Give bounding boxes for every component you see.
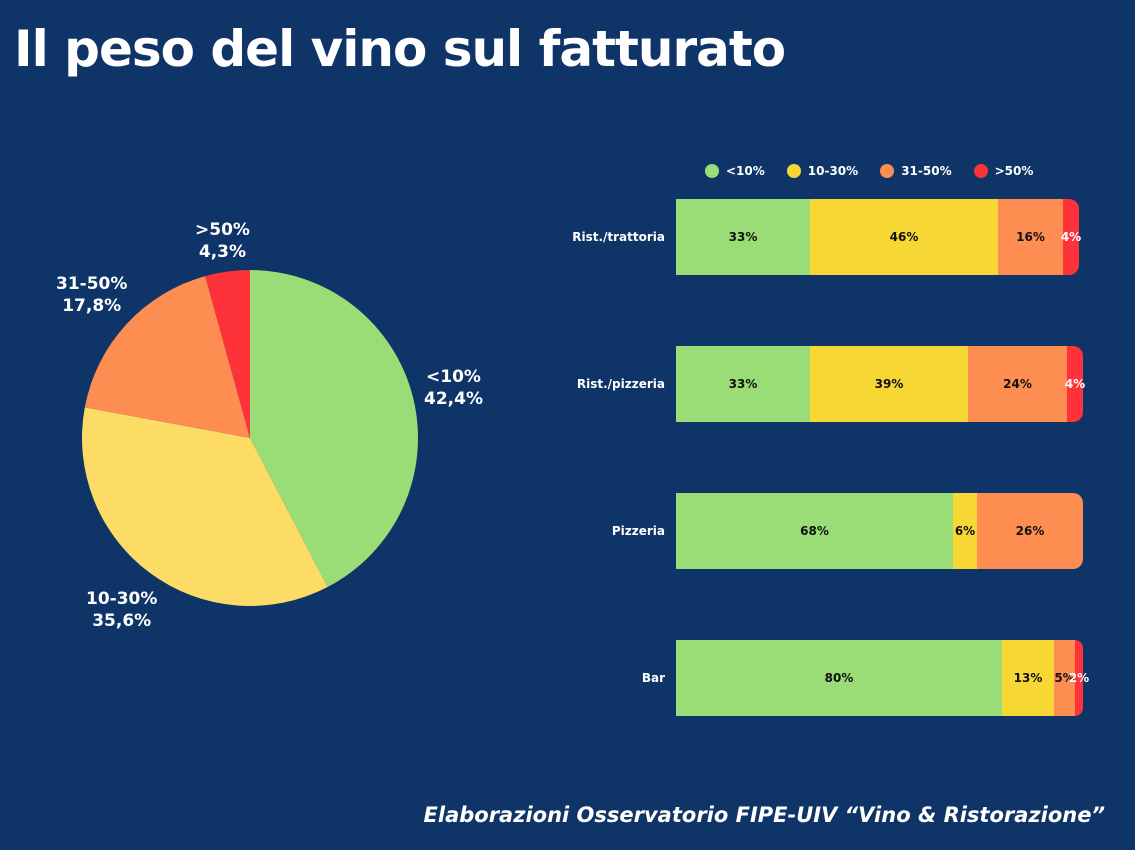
bar-segment-10-30: 46% <box>810 199 998 275</box>
pie-chart: <10% 42,4% 10-30% 35,6% 31-50% 17,8% >50… <box>0 200 560 660</box>
pie-slice-10-30 <box>81 407 328 606</box>
pie-slice-gt50 <box>205 270 250 438</box>
pie-label-gt50: >50% 4,3% <box>195 219 250 263</box>
pie-label-category: 10-30% <box>86 589 158 609</box>
bar-category-label: Pizzeria <box>611 524 665 538</box>
legend-item-gt50: >50% <box>973 164 1034 178</box>
source-footer: Elaborazioni Osservatorio FIPE-UIV “Vino… <box>423 803 1105 827</box>
pie-label-10-30: 10-30% 35,6% <box>86 588 157 632</box>
stacked-bar: 80% 13% 5% 2% <box>676 640 1089 716</box>
pie-slice-lt10 <box>250 270 418 588</box>
legend-dot-icon <box>973 164 988 178</box>
pie-slice-31-50 <box>84 276 250 438</box>
bar-row-bar: Bar 80% 13% 5% 2% <box>540 640 1100 716</box>
legend-item-31-50: 31-50% <box>880 164 952 178</box>
legend-label: >50% <box>994 164 1034 178</box>
bar-row-pizzeria: Pizzeria 68% 6% 26% <box>540 493 1100 569</box>
pie-svg <box>81 270 418 606</box>
bar-segment-gt50: 4% <box>1065 346 1085 422</box>
page-title: Il peso del vino sul fatturato <box>14 20 786 78</box>
pie-label-category: <10% <box>426 367 481 387</box>
bar-segment-31-50: 5% <box>1054 640 1075 716</box>
pie-label-value: 42,4% <box>424 389 483 409</box>
bar-segment-31-50: 16% <box>998 199 1063 275</box>
bar-segment-10-30: 13% <box>1002 640 1054 716</box>
bar-segment-gt50: 2% <box>1069 640 1089 716</box>
stacked-bar: 68% 6% 26% <box>676 493 1083 569</box>
bar-row-rist-trattoria: Rist./trattoria 33% 46% 16% 4% <box>540 199 1100 275</box>
bar-chart-legend: <10% 10-30% 31-50% >50% <box>705 164 1055 178</box>
legend-label: <10% <box>726 164 765 178</box>
bar-segment-10-30: 39% <box>810 346 968 422</box>
bar-segment-31-50: 26% <box>977 493 1083 569</box>
bar-row-rist-pizzeria: Rist./pizzeria 33% 39% 24% 4% <box>540 346 1100 422</box>
bar-segment-lt10: 33% <box>676 346 810 422</box>
bar-segment-lt10: 80% <box>676 640 1002 716</box>
pie-label-value: 35,6% <box>92 611 152 631</box>
stacked-bar: 33% 39% 24% 4% <box>676 346 1085 422</box>
legend-dot-icon <box>786 164 801 178</box>
bar-segment-10-30: 6% <box>953 493 977 569</box>
bar-category-label: Rist./pizzeria <box>576 377 665 391</box>
legend-dot-icon <box>705 164 719 178</box>
legend-dot-icon <box>880 164 895 178</box>
stacked-bar: 33% 46% 16% 4% <box>676 199 1081 275</box>
bar-segment-31-50: 24% <box>968 346 1067 422</box>
legend-label: 10-30% <box>807 164 859 178</box>
bar-segment-lt10: 33% <box>676 199 810 275</box>
legend-item-10-30: 10-30% <box>786 164 859 178</box>
pie-label-value: 4,3% <box>198 242 247 262</box>
pie-label-category: 31-50% <box>56 274 128 294</box>
bar-segment-lt10: 68% <box>676 493 953 569</box>
pie-label-value: 17,8% <box>62 296 122 316</box>
legend-item-lt10: <10% <box>705 164 765 178</box>
bar-category-label: Rist./trattoria <box>572 230 665 244</box>
pie-label-lt10: <10% 42,4% <box>424 366 483 410</box>
bar-segment-gt50: 4% <box>1061 199 1081 275</box>
legend-label: 31-50% <box>901 164 952 178</box>
pie-label-category: >50% <box>195 220 250 240</box>
bar-category-label: Bar <box>641 671 665 685</box>
pie-label-31-50: 31-50% 17,8% <box>56 273 127 317</box>
